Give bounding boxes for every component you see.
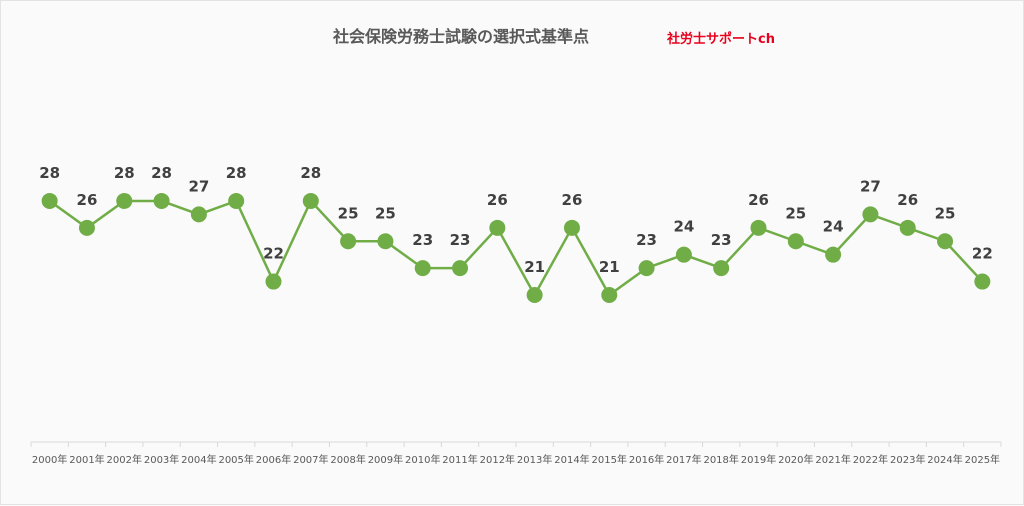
x-tick-label: 2024年 bbox=[927, 453, 962, 466]
data-point bbox=[116, 192, 133, 209]
data-label: 24 bbox=[673, 218, 694, 236]
x-tick-label: 2019年 bbox=[741, 453, 776, 466]
x-tick-label: 2016年 bbox=[629, 453, 664, 466]
x-tick-label: 2002年 bbox=[107, 453, 142, 466]
x-tick-label: 2014年 bbox=[554, 453, 589, 466]
x-tick-label: 2000年 bbox=[32, 453, 67, 466]
data-label: 25 bbox=[375, 204, 396, 222]
x-tick-label: 2011年 bbox=[442, 453, 477, 466]
data-label: 24 bbox=[823, 218, 844, 236]
data-label: 26 bbox=[748, 191, 769, 209]
data-point bbox=[228, 192, 245, 209]
data-label: 28 bbox=[300, 164, 321, 182]
data-point bbox=[41, 192, 58, 209]
data-point bbox=[78, 219, 95, 236]
data-labels: 28 26 28 28 27 28 22 28 25 25 23 23 26 21 26 21 23 24 23 26… bbox=[39, 164, 993, 276]
x-tick-label: 2023年 bbox=[890, 453, 925, 466]
x-tick-label: 2013年 bbox=[517, 453, 552, 466]
data-point bbox=[974, 273, 991, 290]
data-point bbox=[899, 219, 916, 236]
series-line bbox=[48, 199, 984, 297]
x-tick-label: 2020年 bbox=[778, 453, 813, 466]
x-tick-label: 2010年 bbox=[405, 453, 440, 466]
data-point bbox=[937, 233, 954, 250]
data-point bbox=[340, 233, 357, 250]
data-point bbox=[190, 206, 207, 223]
data-label: 26 bbox=[562, 191, 583, 209]
data-label: 27 bbox=[188, 177, 209, 195]
x-tick-label: 2021年 bbox=[815, 453, 850, 466]
data-label: 28 bbox=[151, 164, 172, 182]
series-line-path bbox=[48, 199, 984, 297]
x-tick-label: 2005年 bbox=[218, 453, 253, 466]
data-point bbox=[825, 246, 842, 263]
x-tick-label: 2003年 bbox=[144, 453, 179, 466]
data-label: 25 bbox=[338, 204, 359, 222]
data-point bbox=[302, 192, 319, 209]
data-point bbox=[638, 260, 655, 277]
x-tick-label: 2009年 bbox=[368, 453, 403, 466]
x-tick-label: 2004年 bbox=[181, 453, 216, 466]
data-point bbox=[750, 219, 767, 236]
data-point bbox=[862, 206, 879, 223]
x-tick-label: 2007年 bbox=[293, 453, 328, 466]
data-point bbox=[265, 273, 282, 290]
data-label: 23 bbox=[450, 231, 471, 249]
x-tick-label: 2017年 bbox=[666, 453, 701, 466]
x-tick-labels: 2000年 2001年 2002年 2003年 2004年 2005年 2006年 2007年… bbox=[32, 453, 1000, 466]
data-point bbox=[377, 233, 394, 250]
x-tick-label: 2008年 bbox=[330, 453, 365, 466]
data-label: 28 bbox=[39, 164, 60, 182]
data-label: 26 bbox=[77, 191, 98, 209]
data-label: 26 bbox=[897, 191, 918, 209]
data-point bbox=[601, 286, 618, 303]
data-point bbox=[526, 286, 543, 303]
data-label: 27 bbox=[860, 177, 881, 195]
data-label: 21 bbox=[599, 258, 620, 276]
x-tick-label: 2018年 bbox=[703, 453, 738, 466]
data-label: 22 bbox=[972, 245, 993, 263]
data-label: 26 bbox=[487, 191, 508, 209]
chart-title: 社会保険労務士試験の選択式基準点 bbox=[332, 27, 589, 46]
data-label: 28 bbox=[114, 164, 135, 182]
data-point bbox=[489, 219, 506, 236]
data-point bbox=[713, 260, 730, 277]
x-tick-label: 2025年 bbox=[965, 453, 1000, 466]
brand-label: 社労士サポートch bbox=[667, 32, 775, 47]
data-label: 23 bbox=[636, 231, 657, 249]
data-label: 28 bbox=[226, 164, 247, 182]
x-tick-label: 2012年 bbox=[480, 453, 515, 466]
data-point bbox=[414, 260, 431, 277]
data-label: 25 bbox=[935, 204, 956, 222]
data-point bbox=[452, 260, 469, 277]
data-label: 22 bbox=[263, 245, 284, 263]
data-point bbox=[675, 246, 692, 263]
data-point bbox=[153, 192, 170, 209]
x-axis bbox=[30, 441, 1002, 447]
data-label: 25 bbox=[785, 204, 806, 222]
data-label: 23 bbox=[711, 231, 732, 249]
data-points bbox=[41, 192, 991, 303]
x-tick-label: 2006年 bbox=[256, 453, 291, 466]
data-label: 21 bbox=[524, 258, 545, 276]
data-point bbox=[787, 233, 804, 250]
x-tick-label: 2001年 bbox=[69, 453, 104, 466]
data-label: 23 bbox=[412, 231, 433, 249]
data-point bbox=[563, 219, 580, 236]
x-tick-label: 2015年 bbox=[592, 453, 627, 466]
x-tick-label: 2022年 bbox=[853, 453, 888, 466]
